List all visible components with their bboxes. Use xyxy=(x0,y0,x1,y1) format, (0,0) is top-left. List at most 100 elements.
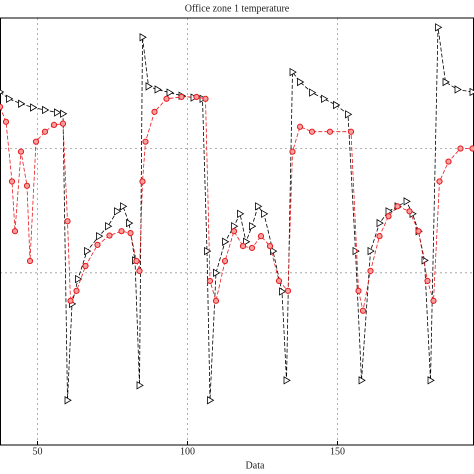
data-point xyxy=(212,297,220,304)
data-point xyxy=(30,103,38,112)
data-point xyxy=(84,246,92,256)
data-point xyxy=(406,208,413,215)
data-point xyxy=(193,93,200,101)
data-point xyxy=(154,85,162,94)
x-tick-label: 50 xyxy=(33,446,43,457)
data-point xyxy=(75,274,83,284)
data-point xyxy=(442,77,450,87)
data-point xyxy=(367,246,375,256)
data-point xyxy=(367,267,374,275)
data-point xyxy=(308,128,316,135)
data-point xyxy=(106,232,113,239)
data-point xyxy=(2,118,10,125)
data-point xyxy=(127,229,134,237)
data-point xyxy=(207,396,215,405)
x-axis-label: Data xyxy=(246,460,265,471)
data-point xyxy=(6,94,14,103)
chart-title: Office zone 1 temperature xyxy=(185,3,290,14)
data-point xyxy=(309,88,317,97)
data-point xyxy=(436,178,443,185)
data-point xyxy=(23,182,31,189)
data-point xyxy=(345,110,353,119)
data-point xyxy=(142,138,149,145)
data-point xyxy=(166,88,174,97)
data-point xyxy=(296,123,304,130)
data-point xyxy=(114,207,122,216)
data-point xyxy=(403,197,411,206)
data-point xyxy=(424,277,431,285)
data-point xyxy=(430,297,437,304)
data-point xyxy=(120,202,128,211)
data-point xyxy=(415,228,422,235)
data-point xyxy=(206,277,214,285)
data-point xyxy=(457,145,464,152)
data-point xyxy=(82,262,89,270)
data-point xyxy=(54,108,62,117)
data-point xyxy=(32,138,40,145)
data-point xyxy=(11,228,19,235)
x-tick-label: 100 xyxy=(180,446,195,457)
data-point xyxy=(243,237,251,246)
data-point xyxy=(358,376,366,385)
data-point xyxy=(151,108,158,115)
data-point xyxy=(0,103,4,110)
data-point xyxy=(221,257,229,265)
data-point xyxy=(178,93,185,101)
data-point xyxy=(67,297,74,304)
data-point xyxy=(239,243,247,250)
data-point xyxy=(230,228,238,235)
data-point xyxy=(42,105,50,115)
data-point xyxy=(297,77,305,87)
data-point xyxy=(385,207,393,216)
data-point xyxy=(26,257,34,265)
data-point xyxy=(359,307,367,314)
data-point xyxy=(385,213,392,220)
data-point xyxy=(266,243,274,250)
data-point xyxy=(355,287,362,294)
data-point xyxy=(427,376,435,385)
data-point xyxy=(394,203,401,210)
data-point xyxy=(204,246,212,256)
data-point xyxy=(249,222,257,231)
data-point xyxy=(64,218,71,225)
data-point xyxy=(445,158,452,165)
data-point xyxy=(333,100,341,110)
data-point xyxy=(18,99,26,108)
data-point xyxy=(352,246,360,256)
data-point xyxy=(73,287,80,294)
data-point xyxy=(139,178,146,185)
x-tick-label: 150 xyxy=(330,446,345,457)
data-point xyxy=(326,128,334,135)
data-point xyxy=(133,257,140,265)
data-point xyxy=(202,95,209,102)
data-point xyxy=(376,218,384,228)
data-point xyxy=(454,85,462,94)
data-point xyxy=(59,120,67,127)
data-point xyxy=(248,244,256,252)
data-point xyxy=(136,267,143,275)
data-point xyxy=(50,121,58,129)
data-point xyxy=(347,128,355,135)
data-point xyxy=(255,202,263,211)
data-point xyxy=(289,148,296,155)
data-point xyxy=(139,33,147,42)
data-point xyxy=(213,268,221,278)
data-point xyxy=(17,148,25,155)
data-point xyxy=(126,218,134,228)
data-point xyxy=(435,23,443,32)
data-point xyxy=(118,228,125,235)
data-point xyxy=(469,145,474,152)
data-point xyxy=(163,95,170,102)
data-point xyxy=(145,82,153,91)
data-point xyxy=(94,241,101,248)
data-point xyxy=(105,222,113,231)
data-point xyxy=(261,209,269,218)
data-point xyxy=(257,233,265,240)
data-point xyxy=(41,128,49,135)
data-point xyxy=(231,222,239,231)
data-point xyxy=(64,396,72,405)
data-point xyxy=(275,277,283,285)
data-point xyxy=(60,109,68,118)
